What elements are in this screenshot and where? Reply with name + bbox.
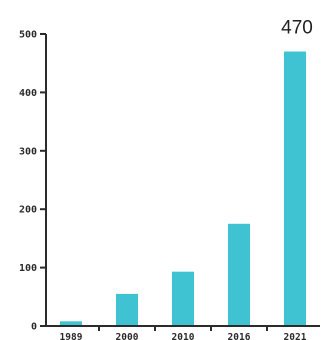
y-tick-label: 500 xyxy=(19,30,37,41)
x-axis-ticks: 1989 2000 2010 2016 2021 xyxy=(60,326,307,340)
bars xyxy=(60,51,306,327)
y-tick-label: 400 xyxy=(19,88,37,99)
data-labels: 470 xyxy=(281,18,313,39)
bar-2016 xyxy=(228,223,250,326)
y-tick-label: 200 xyxy=(19,205,37,216)
x-tick-label-2021: 2021 xyxy=(284,332,307,340)
bar-2021 xyxy=(284,51,306,327)
bar-2010 xyxy=(172,271,194,326)
y-axis-ticks: 0 100 200 300 400 500 xyxy=(19,30,46,333)
bar-2000 xyxy=(116,293,138,326)
x-tick-label-2016: 2016 xyxy=(228,332,251,340)
y-tick-label: 300 xyxy=(19,146,37,157)
data-label-2021: 470 xyxy=(281,18,313,39)
x-tick-label-2000: 2000 xyxy=(116,332,139,340)
x-tick-label-1989: 1989 xyxy=(60,332,83,340)
y-tick-label: 0 xyxy=(31,322,37,333)
bar-1989 xyxy=(60,321,82,326)
y-tick-label: 100 xyxy=(19,263,37,274)
x-tick-label-2010: 2010 xyxy=(172,332,195,340)
